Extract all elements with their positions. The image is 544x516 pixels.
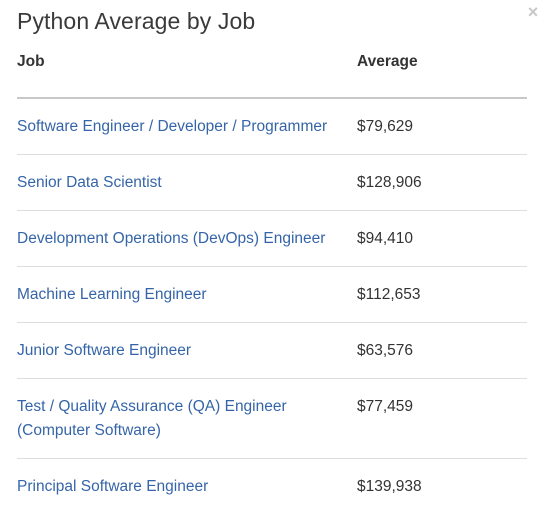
table-row: Software Engineer / Developer / Programm…: [17, 98, 527, 155]
job-link[interactable]: Software Engineer / Developer / Programm…: [17, 118, 328, 135]
job-link[interactable]: Development Operations (DevOps) Engineer: [17, 230, 326, 247]
table-row: Principal Software Engineer $139,938: [17, 459, 527, 515]
column-header-average: Average: [357, 46, 527, 99]
job-cell: Principal Software Engineer: [17, 459, 357, 515]
average-cell: $79,629: [357, 98, 527, 155]
job-cell: Development Operations (DevOps) Engineer: [17, 210, 357, 267]
table-row: Junior Software Engineer $63,576: [17, 322, 527, 379]
job-cell: Junior Software Engineer: [17, 322, 357, 379]
job-link[interactable]: Test / Quality Assurance (QA) Engineer (…: [17, 398, 287, 439]
table-row: Development Operations (DevOps) Engineer…: [17, 210, 527, 267]
table-row: Test / Quality Assurance (QA) Engineer (…: [17, 378, 527, 459]
modal-title: Python Average by Job: [17, 8, 256, 34]
job-cell: Machine Learning Engineer: [17, 266, 357, 323]
job-cell: Senior Data Scientist: [17, 154, 357, 211]
average-cell: $128,906: [357, 154, 527, 211]
average-cell: $112,653: [357, 266, 527, 323]
average-cell: $77,459: [357, 378, 527, 459]
job-average-table: Job Average Software Engineer / Develope…: [17, 46, 527, 514]
table-row: Senior Data Scientist $128,906: [17, 154, 527, 211]
job-link[interactable]: Junior Software Engineer: [17, 342, 192, 359]
job-link[interactable]: Principal Software Engineer: [17, 478, 209, 495]
table-header-row: Job Average: [17, 46, 527, 99]
close-icon[interactable]: ×: [527, 2, 539, 22]
job-cell: Software Engineer / Developer / Programm…: [17, 98, 357, 155]
average-cell: $94,410: [357, 210, 527, 267]
table-row: Machine Learning Engineer $112,653: [17, 266, 527, 323]
job-cell: Test / Quality Assurance (QA) Engineer (…: [17, 378, 357, 459]
average-cell: $139,938: [357, 478, 422, 495]
average-cell: $63,576: [357, 322, 527, 379]
job-link[interactable]: Machine Learning Engineer: [17, 286, 207, 303]
job-link[interactable]: Senior Data Scientist: [17, 174, 162, 191]
column-header-job: Job: [17, 46, 357, 99]
